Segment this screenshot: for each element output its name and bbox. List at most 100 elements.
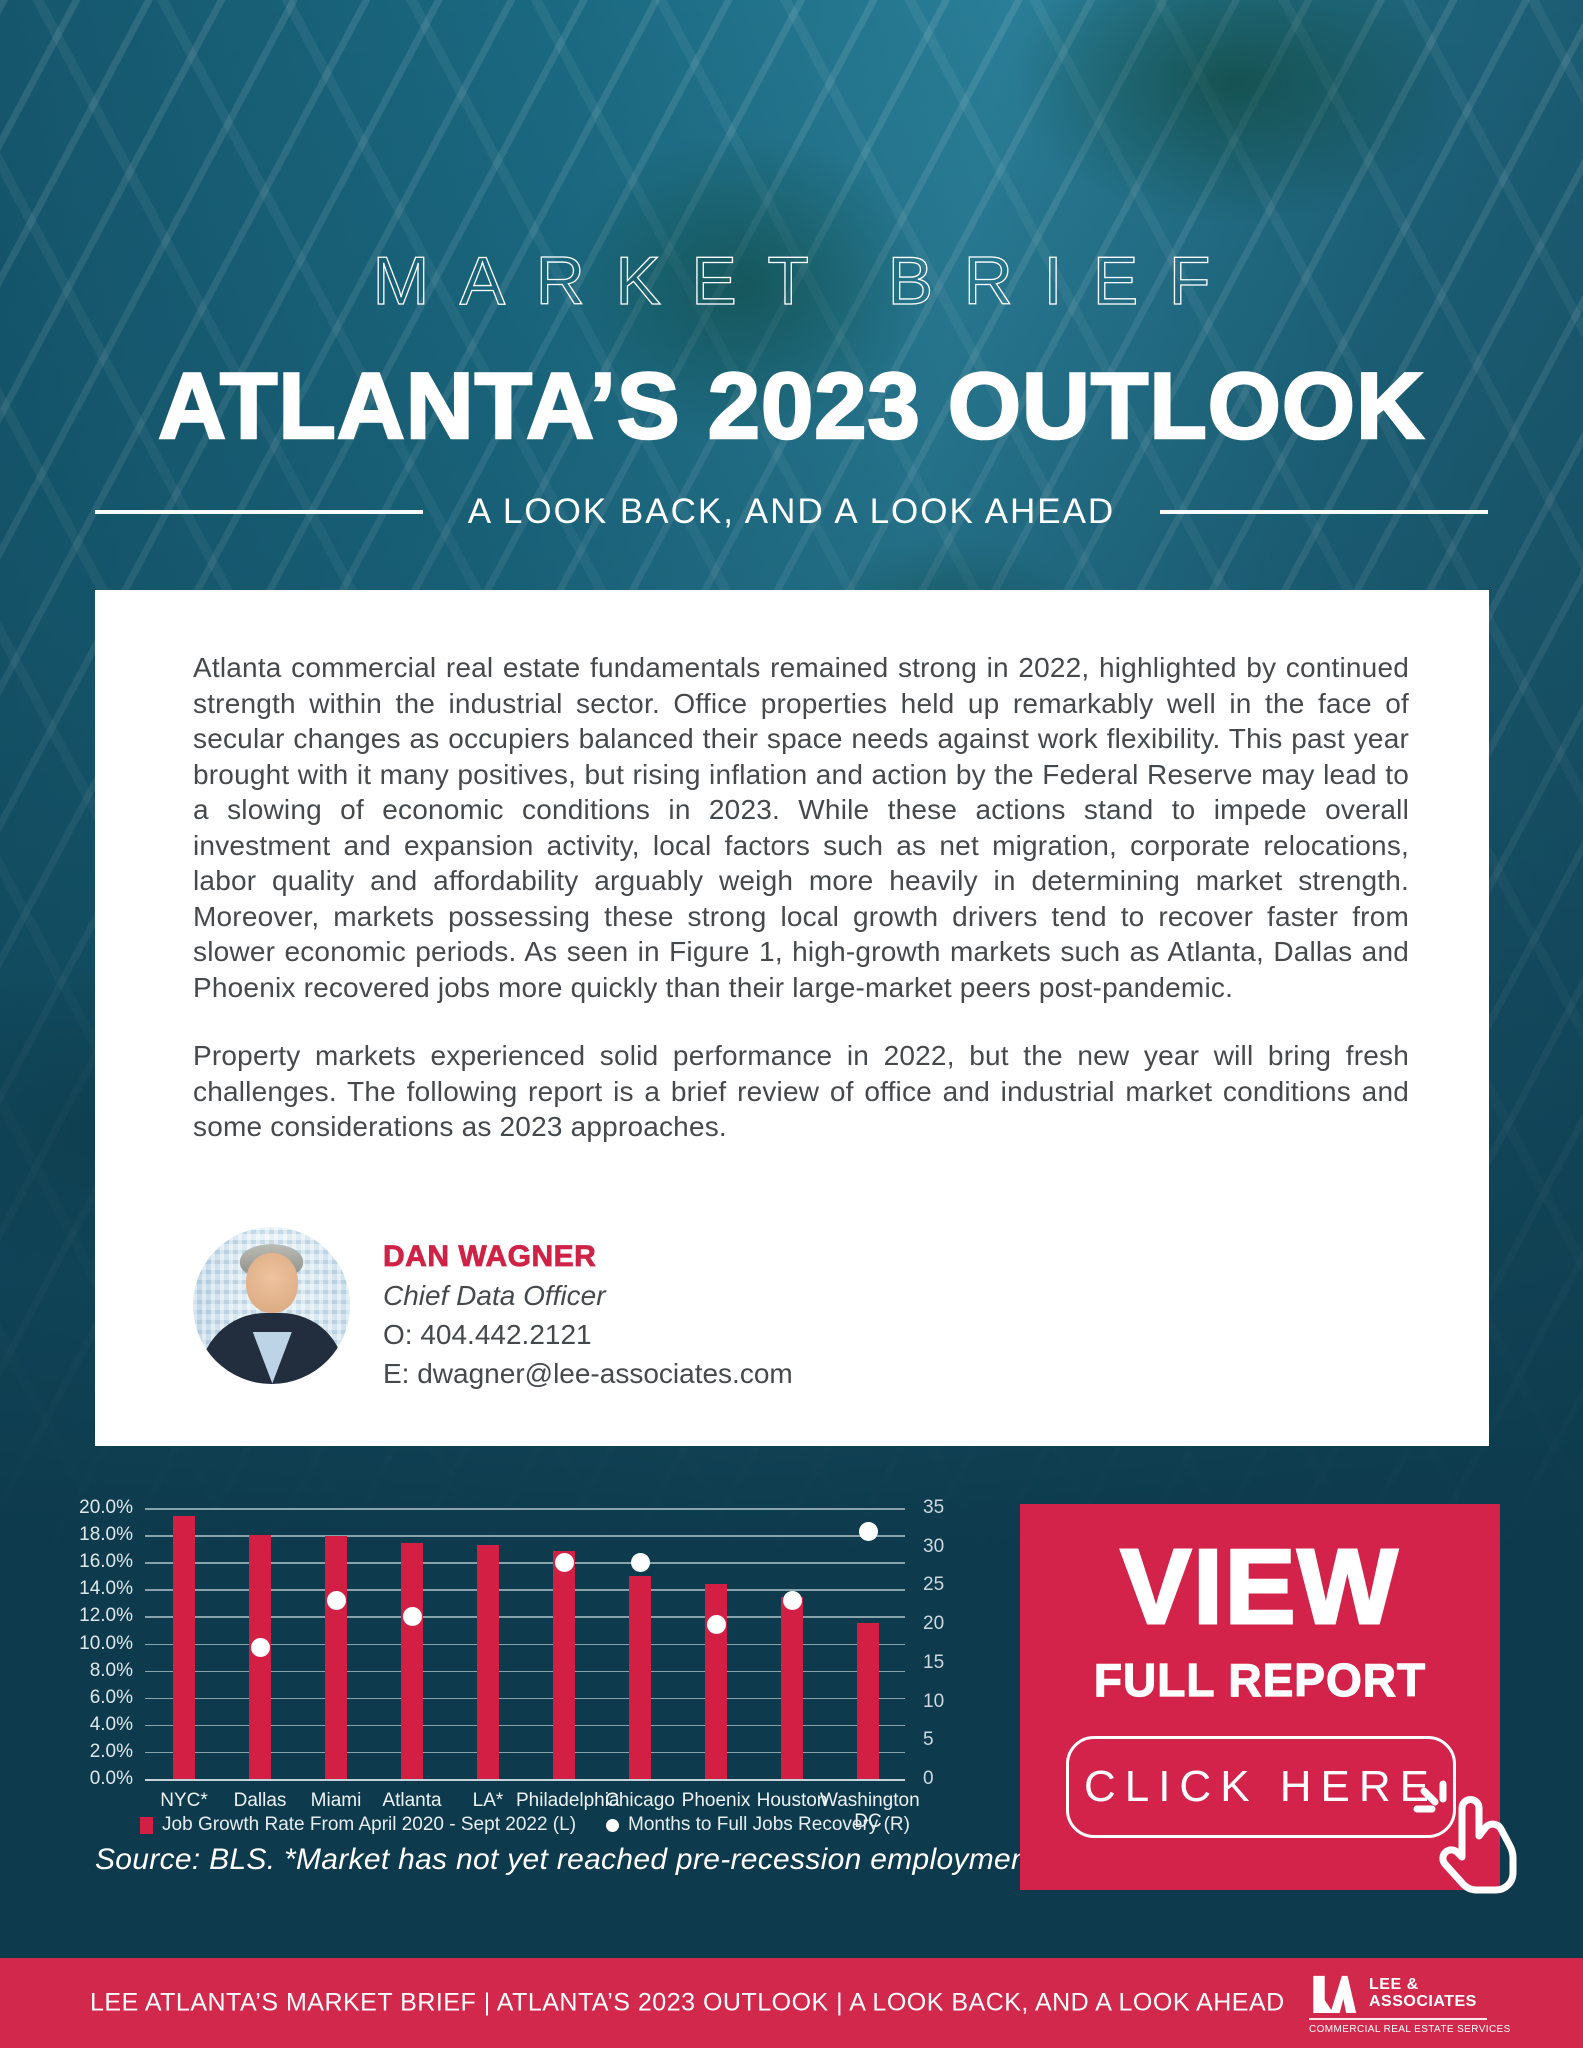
legend-bar-swatch xyxy=(140,1816,154,1834)
recovery-dot xyxy=(554,1552,574,1572)
right-axis-tick: 5 xyxy=(923,1729,934,1751)
legend-dot-swatch xyxy=(606,1818,620,1832)
view-report-cta[interactable]: VIEW FULL REPORT CLICK HERE xyxy=(1020,1504,1517,1894)
footer: LEE ATLANTA’S MARKET BRIEF | ATLANTA’S 2… xyxy=(0,1958,1583,2048)
left-axis-tick: 16.0% xyxy=(79,1551,133,1573)
chart-gridline xyxy=(145,1643,905,1645)
right-axis-tick: 30 xyxy=(923,1535,945,1557)
subtitle-rule-left xyxy=(95,510,423,514)
left-axis-tick: 6.0% xyxy=(89,1686,133,1708)
chart-legend: Job Growth Rate From April 2020 - Sept 2… xyxy=(140,1814,910,1836)
job-growth-bar xyxy=(553,1551,575,1779)
contact-name: DAN WAGNER xyxy=(383,1239,597,1273)
chart-gridline xyxy=(145,1535,905,1537)
category-label: Phoenix xyxy=(681,1790,751,1811)
recovery-dot xyxy=(250,1637,270,1657)
kicker: MARKET BRIEF xyxy=(372,242,1242,319)
legend-item-dots: Months to Full Jobs Recovery (R) xyxy=(606,1814,910,1836)
page-title: ATLANTA’S 2023 OUTLOOK xyxy=(157,352,1425,460)
chart-gridline xyxy=(145,1562,905,1564)
left-axis-tick: 20.0% xyxy=(79,1497,133,1518)
job-growth-bar xyxy=(401,1543,423,1779)
subtitle: A LOOK BACK, AND A LOOK AHEAD xyxy=(467,492,1116,531)
contact-role: Chief Data Officer xyxy=(383,1279,606,1311)
category-label: Dallas xyxy=(233,1790,287,1811)
recovery-dot xyxy=(858,1521,878,1541)
job-growth-bar xyxy=(857,1623,879,1779)
chart-gridline xyxy=(145,1589,905,1591)
source-note: Source: BLS. *Market has not yet reached… xyxy=(95,1843,1121,1876)
avatar xyxy=(193,1226,350,1384)
chart-gridline xyxy=(145,1508,905,1510)
intro-paragraph-2: Property markets experienced solid perfo… xyxy=(193,1040,1409,1142)
recovery-dot xyxy=(782,1591,802,1611)
click-cursor-icon xyxy=(1413,1780,1517,1894)
logo-name: LEE & ASSOCIATES xyxy=(1369,1976,1477,2010)
legend-item-bars: Job Growth Rate From April 2020 - Sept 2… xyxy=(140,1814,576,1836)
la-monogram-icon xyxy=(1313,1975,1357,2013)
chart-gridline xyxy=(145,1670,905,1673)
footer-breadcrumb: LEE ATLANTA’S MARKET BRIEF | ATLANTA’S 2… xyxy=(90,1988,1285,2017)
job-growth-bar xyxy=(173,1516,195,1779)
category-label: Chicago xyxy=(605,1790,675,1811)
contact-phone: O: 404.442.2121 xyxy=(383,1318,592,1350)
left-axis-tick: 2.0% xyxy=(89,1740,133,1762)
right-axis-tick: 10 xyxy=(923,1690,945,1712)
chart-gridline xyxy=(145,1779,905,1781)
left-axis-tick: 18.0% xyxy=(79,1524,133,1546)
cta-view-text: VIEW xyxy=(1119,1528,1400,1646)
recovery-dot xyxy=(402,1606,422,1626)
right-axis-tick: 35 xyxy=(923,1497,945,1518)
chart-gridline xyxy=(145,1616,905,1618)
left-axis-tick: 4.0% xyxy=(89,1713,133,1735)
logo-name-line2: ASSOCIATES xyxy=(1369,1993,1477,2010)
logo-name-line1: LEE & xyxy=(1369,1976,1419,1993)
job-growth-bar xyxy=(629,1575,651,1779)
category-label: Houston xyxy=(756,1790,828,1811)
left-axis-tick: 10.0% xyxy=(79,1632,133,1654)
job-growth-bar xyxy=(249,1535,271,1779)
category-label: LA* xyxy=(472,1790,504,1811)
left-axis-tick: 0.0% xyxy=(89,1768,133,1789)
chart-gridline xyxy=(145,1697,905,1700)
legend-dot-label: Months to Full Jobs Recovery (R) xyxy=(628,1814,910,1835)
recovery-dot xyxy=(706,1614,726,1634)
category-label: NYC* xyxy=(160,1790,208,1811)
subtitle-row: A LOOK BACK, AND A LOOK AHEAD xyxy=(0,492,1583,532)
right-axis-tick: 0 xyxy=(923,1768,934,1789)
chart-plot-area: 0.0% 2.0% 4.0% 6.0% 8.0% 10.0% 12.0% 14.0% 16.0%… xyxy=(79,1497,944,1832)
left-axis-tick: 14.0% xyxy=(79,1578,133,1600)
contact-email[interactable]: E: dwagner@lee-associates.com xyxy=(383,1357,793,1389)
cta-full-report-text: FULL REPORT xyxy=(1093,1654,1427,1707)
logo-row: LEE & ASSOCIATES xyxy=(1309,1973,1487,2013)
click-here-button[interactable]: CLICK HERE xyxy=(1066,1736,1456,1838)
avatar-face xyxy=(246,1253,299,1313)
job-growth-bar xyxy=(477,1544,499,1779)
job-growth-bar xyxy=(705,1583,727,1779)
category-label: Miami xyxy=(310,1790,362,1811)
contact-block: DAN WAGNER Chief Data Officer O: 404.442… xyxy=(193,1226,1409,1393)
logo-divider xyxy=(1309,2018,1487,2020)
legend-bar-label: Job Growth Rate From April 2020 - Sept 2… xyxy=(162,1814,577,1835)
category-label: Philadelphia xyxy=(516,1790,620,1811)
chart-gridline xyxy=(145,1751,905,1754)
chart-gridline xyxy=(145,1724,905,1727)
job-growth-bar xyxy=(781,1597,803,1779)
recovery-dot xyxy=(630,1552,650,1572)
right-axis-tick: 15 xyxy=(923,1651,945,1673)
category-label: Atlanta xyxy=(382,1790,442,1811)
lee-associates-logo: LEE & ASSOCIATES COMMERCIAL REAL ESTATE … xyxy=(1309,1973,1511,2035)
job-growth-bar xyxy=(325,1536,347,1779)
contact-info: DAN WAGNER Chief Data Officer O: 404.442… xyxy=(383,1227,793,1393)
recovery-dot xyxy=(326,1591,346,1611)
right-axis-tick: 25 xyxy=(923,1574,945,1596)
logo-tagline: COMMERCIAL REAL ESTATE SERVICES xyxy=(1309,2023,1511,2035)
subtitle-rule-right xyxy=(1160,510,1489,514)
intro-card: Atlanta commercial real estate fundament… xyxy=(95,590,1489,1446)
left-axis-tick: 12.0% xyxy=(79,1605,133,1627)
right-axis-tick: 20 xyxy=(923,1613,945,1635)
intro-paragraph-1: Atlanta commercial real estate fundament… xyxy=(193,652,1409,1003)
left-axis-tick: 8.0% xyxy=(89,1659,133,1681)
category-label: Washington DC xyxy=(820,1790,920,1832)
